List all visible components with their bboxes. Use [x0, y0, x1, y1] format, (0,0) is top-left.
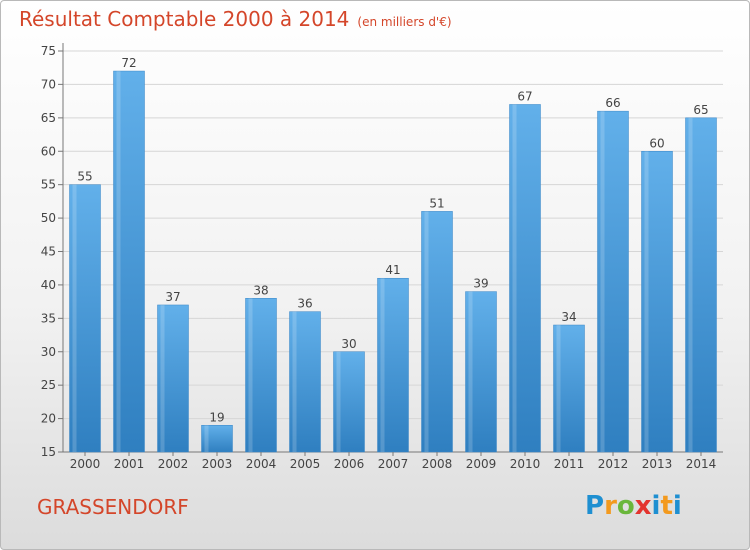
- bar: [69, 184, 101, 453]
- bar-highlight: [600, 111, 605, 453]
- y-tick-label: 75: [41, 44, 56, 58]
- y-tick-label: 50: [41, 211, 56, 225]
- x-tick-labels: 2000 2001 2002 2003 2004 2005 2006 2007 2008 2009…: [70, 452, 717, 471]
- chart-title: Résultat Comptable 2000 à 2014 (en millie…: [19, 7, 452, 31]
- proxiti-logo: Proxiti: [585, 491, 682, 521]
- chart-title-text: Résultat Comptable 2000 à 2014: [19, 7, 350, 31]
- bar-highlight: [336, 351, 341, 452]
- bar-highlight: [116, 71, 121, 453]
- bar-highlight: [380, 278, 385, 452]
- x-tick-label: 2005: [290, 457, 321, 471]
- data-label: 72: [121, 56, 136, 70]
- bar: [377, 277, 409, 453]
- bar: [553, 324, 585, 453]
- data-label: 37: [165, 290, 180, 304]
- x-tick-label: 2000: [70, 457, 101, 471]
- y-tick-labels: 15 20 25 30 35 40 45 50 55 60 65 70 75: [41, 44, 56, 459]
- x-tick-label: 2009: [466, 457, 497, 471]
- data-label: 34: [561, 310, 576, 324]
- data-label: 38: [253, 283, 268, 297]
- x-tick-label: 2006: [334, 457, 365, 471]
- data-label: 51: [429, 196, 444, 210]
- data-label: 36: [297, 297, 312, 311]
- bar-highlight: [292, 311, 297, 452]
- bar: [113, 70, 145, 453]
- bar: [421, 211, 453, 453]
- data-label: 39: [473, 277, 488, 291]
- y-tick-label: 65: [41, 111, 56, 125]
- bar-highlight: [512, 104, 517, 452]
- bar-highlight: [688, 117, 693, 452]
- x-tick-label: 2002: [158, 457, 189, 471]
- bar-highlight: [204, 425, 209, 452]
- x-tick-label: 2013: [642, 457, 673, 471]
- bar: [465, 291, 497, 453]
- data-labels: 55 72 37 19 38 36 30 41 51 39 67 34 66 60 65: [77, 56, 708, 424]
- bar: [245, 298, 277, 453]
- y-tick-label: 45: [41, 245, 56, 259]
- x-tick-label: 2008: [422, 457, 453, 471]
- data-label: 55: [77, 170, 92, 184]
- x-tick-label: 2010: [510, 457, 541, 471]
- data-label: 19: [209, 410, 224, 424]
- x-tick-label: 2003: [202, 457, 233, 471]
- y-tick-label: 40: [41, 278, 56, 292]
- x-tick-label: 2011: [554, 457, 585, 471]
- y-tick-label: 25: [41, 378, 56, 392]
- data-label: 65: [693, 103, 708, 117]
- bar-highlight: [160, 304, 165, 452]
- bar: [685, 117, 717, 453]
- bar: [641, 151, 673, 453]
- bar: [157, 304, 189, 453]
- bar-highlight: [248, 298, 253, 452]
- y-tick-label: 15: [41, 445, 56, 459]
- x-tick-label: 2004: [246, 457, 277, 471]
- data-label: 41: [385, 263, 400, 277]
- bar: [509, 104, 541, 453]
- bar-highlight: [424, 211, 429, 452]
- data-label: 67: [517, 89, 532, 103]
- bar-highlight: [556, 325, 561, 452]
- commune-name: GRASSENDORF: [37, 495, 189, 519]
- x-tick-label: 2001: [114, 457, 145, 471]
- y-tick-label: 20: [41, 412, 56, 426]
- x-tick-label: 2014: [686, 457, 717, 471]
- y-tick-label: 30: [41, 345, 56, 359]
- bar: [597, 110, 629, 453]
- x-tick-label: 2007: [378, 457, 409, 471]
- bar-highlight: [468, 291, 473, 452]
- bar-highlight: [72, 184, 77, 452]
- data-label: 30: [341, 337, 356, 351]
- bar-highlight: [644, 151, 649, 452]
- chart-unit: (en milliers d'€): [357, 15, 452, 29]
- y-tick-label: 60: [41, 144, 56, 158]
- x-tick-label: 2012: [598, 457, 629, 471]
- bar: [289, 311, 321, 453]
- bar: [201, 425, 233, 453]
- bars: [69, 70, 717, 453]
- data-label: 60: [649, 136, 664, 150]
- data-label: 66: [605, 96, 620, 110]
- bar: [333, 351, 365, 453]
- y-tick-label: 70: [41, 77, 56, 91]
- y-tick-label: 55: [41, 178, 56, 192]
- y-tick-label: 35: [41, 311, 56, 325]
